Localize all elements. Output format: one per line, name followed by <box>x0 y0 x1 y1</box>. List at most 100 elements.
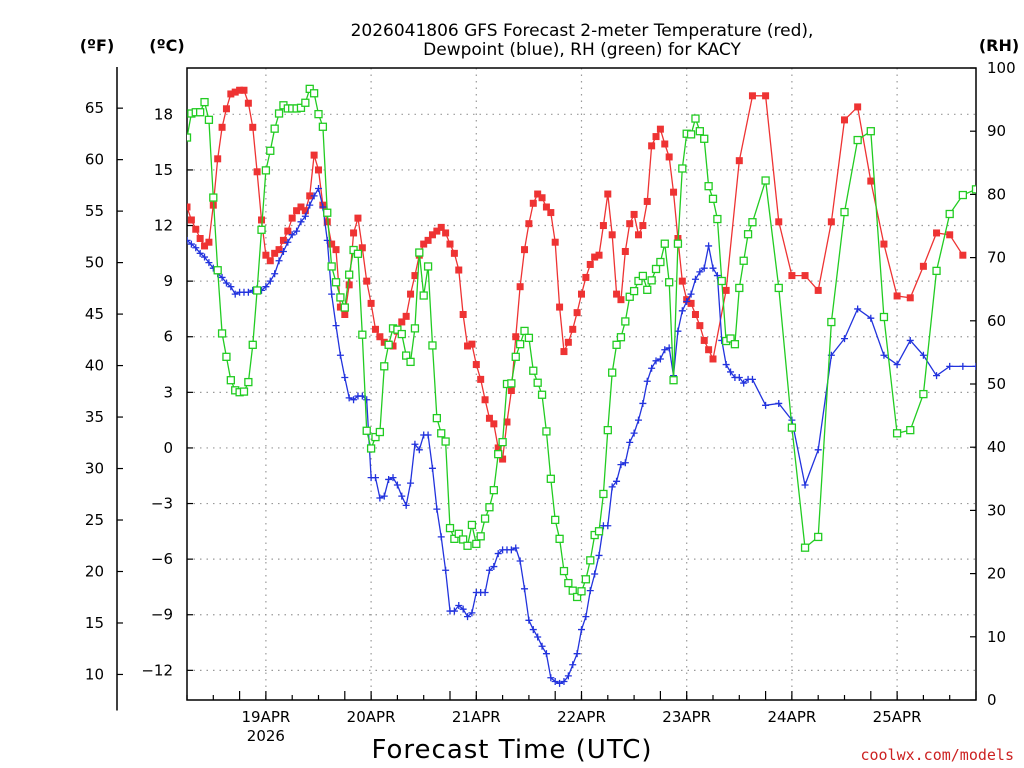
series-line <box>187 89 964 460</box>
dewpoint-point <box>748 375 756 383</box>
dewpoint-point <box>586 587 594 595</box>
dewpoint-point <box>328 290 336 298</box>
temperature-point <box>516 283 524 291</box>
rh-point <box>612 340 621 349</box>
rh-point <box>270 124 279 133</box>
temperature-point <box>236 86 244 94</box>
rh-point <box>638 271 648 281</box>
rh-point <box>529 366 538 375</box>
dewpoint-point <box>661 346 669 354</box>
dewpoint-point <box>262 283 270 291</box>
temperature-point <box>455 266 463 274</box>
dewpoint-point <box>437 533 445 541</box>
temperature-point <box>424 236 432 244</box>
temperature-point <box>705 346 713 354</box>
day-tick-label: 25APR <box>873 708 922 726</box>
rh-point <box>555 534 564 543</box>
rh-axis: 0 10 20 30 40 50 60 70 80 90 100 <box>970 59 1016 709</box>
rh-point <box>800 543 810 552</box>
rh-tick-label: 30 <box>987 501 1006 519</box>
series-layer <box>187 84 976 687</box>
rh-point <box>274 109 284 118</box>
dewpoint-point <box>959 362 967 370</box>
rh-point <box>187 133 192 142</box>
rh-point <box>608 368 617 377</box>
temperature-point <box>306 192 314 200</box>
day-tick-label: 22APR <box>557 708 606 726</box>
temperature-point <box>591 253 599 261</box>
dewpoint-point <box>433 505 441 513</box>
temperature-point <box>582 273 590 281</box>
fahrenheit-tick-label: 60 <box>85 151 104 169</box>
temperature-point <box>538 194 546 202</box>
rh-point <box>239 387 249 396</box>
rh-point <box>485 503 494 512</box>
fahrenheit-tick-label: 35 <box>85 408 104 426</box>
rh-point <box>621 317 630 326</box>
rh-point <box>643 285 652 294</box>
dewpoint-point <box>722 361 730 369</box>
temperature-point <box>205 238 213 246</box>
dewpoint-point <box>187 236 191 244</box>
temperature-point <box>187 203 191 211</box>
dewpoint-point <box>933 372 941 380</box>
temperature-point <box>420 240 428 248</box>
temperature-point <box>661 140 669 148</box>
dewpoint-point <box>468 609 476 617</box>
rh-point <box>730 340 740 349</box>
dewpoint-point <box>630 429 638 437</box>
rh-point <box>248 340 257 349</box>
temperature-point <box>709 355 717 363</box>
rh-axis-unit: (RH) <box>979 36 1019 55</box>
temperature-point <box>919 262 927 270</box>
rh-point <box>678 164 687 173</box>
temperature-point <box>371 325 379 333</box>
temperature-point <box>648 142 656 150</box>
rh-point <box>704 182 713 191</box>
dewpoint-point <box>604 522 612 530</box>
temperature-point <box>959 251 967 259</box>
rh-point <box>919 389 928 399</box>
temperature-point <box>748 92 756 100</box>
rh-point <box>625 292 634 301</box>
temperature-point <box>249 123 257 131</box>
dewpoint-point <box>196 249 204 257</box>
celsius-tick-label: 0 <box>163 439 173 457</box>
dewpoint-point <box>560 677 568 685</box>
rh-point <box>336 293 345 302</box>
dewpoint-point <box>972 362 976 370</box>
celsius-tick-label: −3 <box>151 495 173 513</box>
celsius-tick-label: 15 <box>154 161 173 179</box>
rh-point <box>840 207 849 217</box>
chart-title-line-2: Dewpoint (blue), RH (green) for KACY <box>423 40 741 60</box>
dewpoint-point <box>481 589 489 597</box>
dewpoint-point <box>656 355 664 363</box>
temperature-point <box>560 348 568 356</box>
rh-point <box>445 523 455 533</box>
fahrenheit-tick-label: 15 <box>85 614 104 632</box>
fahrenheit-tick-label: 45 <box>85 305 104 323</box>
temperature-point <box>626 220 634 228</box>
rh-point <box>380 362 389 371</box>
temperature-point <box>854 103 862 111</box>
rh-tick-label: 50 <box>987 375 1006 393</box>
rh-tick-label: 90 <box>987 122 1006 140</box>
temperature-point <box>376 333 384 341</box>
dewpoint-point <box>521 585 529 593</box>
rh-point <box>866 127 875 136</box>
dewpoint-point <box>376 494 384 502</box>
temperature-point <box>477 375 485 383</box>
dewpoint-point <box>293 227 301 235</box>
temperature-point <box>507 386 515 394</box>
temperature-point <box>634 231 642 239</box>
fahrenheit-tick-label: 40 <box>85 357 104 375</box>
dewpoint-point <box>626 438 634 446</box>
rh-point <box>524 333 534 343</box>
dewpoint-point <box>345 394 353 402</box>
dewpoint-point <box>205 259 213 267</box>
dewpoint-point <box>762 401 770 409</box>
temperature-point <box>214 155 222 163</box>
dewpoint-point <box>407 479 415 487</box>
plot-frame <box>186 67 977 701</box>
temperature-point <box>880 240 888 248</box>
